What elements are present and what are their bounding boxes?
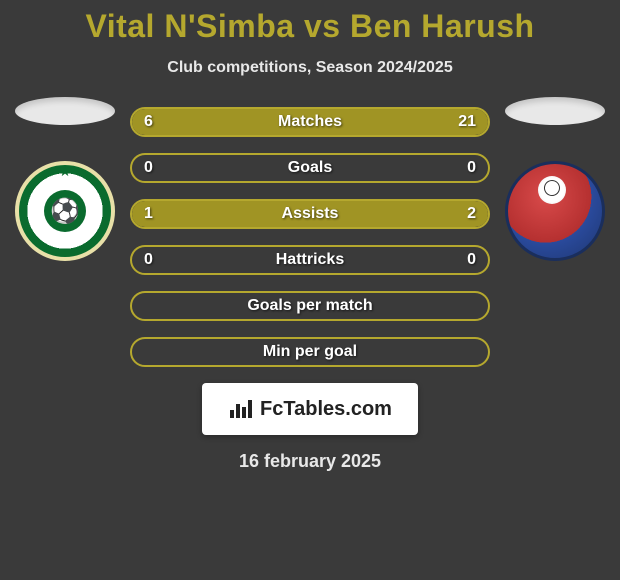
star-icon: ★: [59, 163, 72, 180]
player-right-photo-placeholder: [505, 97, 605, 125]
stat-row: Assists1 2: [130, 199, 490, 229]
brand-pill[interactable]: FcTables.com: [202, 383, 418, 435]
player-right-column: [500, 97, 610, 261]
ball-icon: ⚽: [44, 190, 86, 232]
stat-row: Hattricks0 0: [130, 245, 490, 275]
subtitle: Club competitions, Season 2024/2025: [0, 59, 620, 77]
club-badge-left: ★ ⚽: [15, 161, 115, 261]
stat-value-right: 0: [467, 155, 476, 181]
stat-label: Goals per match: [132, 293, 488, 319]
club-badge-right: [505, 161, 605, 261]
stat-value-right: 21: [458, 109, 476, 135]
player-left-column: ★ ⚽: [10, 97, 120, 261]
stat-bars: Matches621Goals00Assists12Hattricks00Goa…: [130, 107, 490, 367]
stat-value-right: 2: [467, 201, 476, 227]
ball-icon: [538, 176, 566, 204]
stat-value-left: 0: [144, 155, 153, 181]
stat-label: Assists: [132, 201, 488, 227]
stat-value-left: 0: [144, 247, 153, 273]
stat-label: Hattricks: [132, 247, 488, 273]
stat-row: Min per goal: [130, 337, 490, 367]
stat-label: Min per goal: [132, 339, 488, 365]
stat-row: Goals per match: [130, 291, 490, 321]
stat-value-left: 1: [144, 201, 153, 227]
stat-value-right: 0: [467, 247, 476, 273]
stat-value-left: 6: [144, 109, 153, 135]
page-title: Vital N'Simba vs Ben Harush: [0, 0, 620, 45]
stat-label: Goals: [132, 155, 488, 181]
comparison-content: ★ ⚽ Matches621Goals00Assists12Hattricks0…: [0, 107, 620, 472]
player-left-photo-placeholder: [15, 97, 115, 125]
stat-row: Goals0 0: [130, 153, 490, 183]
date-text: 16 february 2025: [0, 451, 620, 472]
bars-chart-icon: [228, 398, 254, 420]
stat-row: Matches6 21: [130, 107, 490, 137]
brand-text: FcTables.com: [260, 398, 392, 421]
stat-label: Matches: [132, 109, 488, 135]
